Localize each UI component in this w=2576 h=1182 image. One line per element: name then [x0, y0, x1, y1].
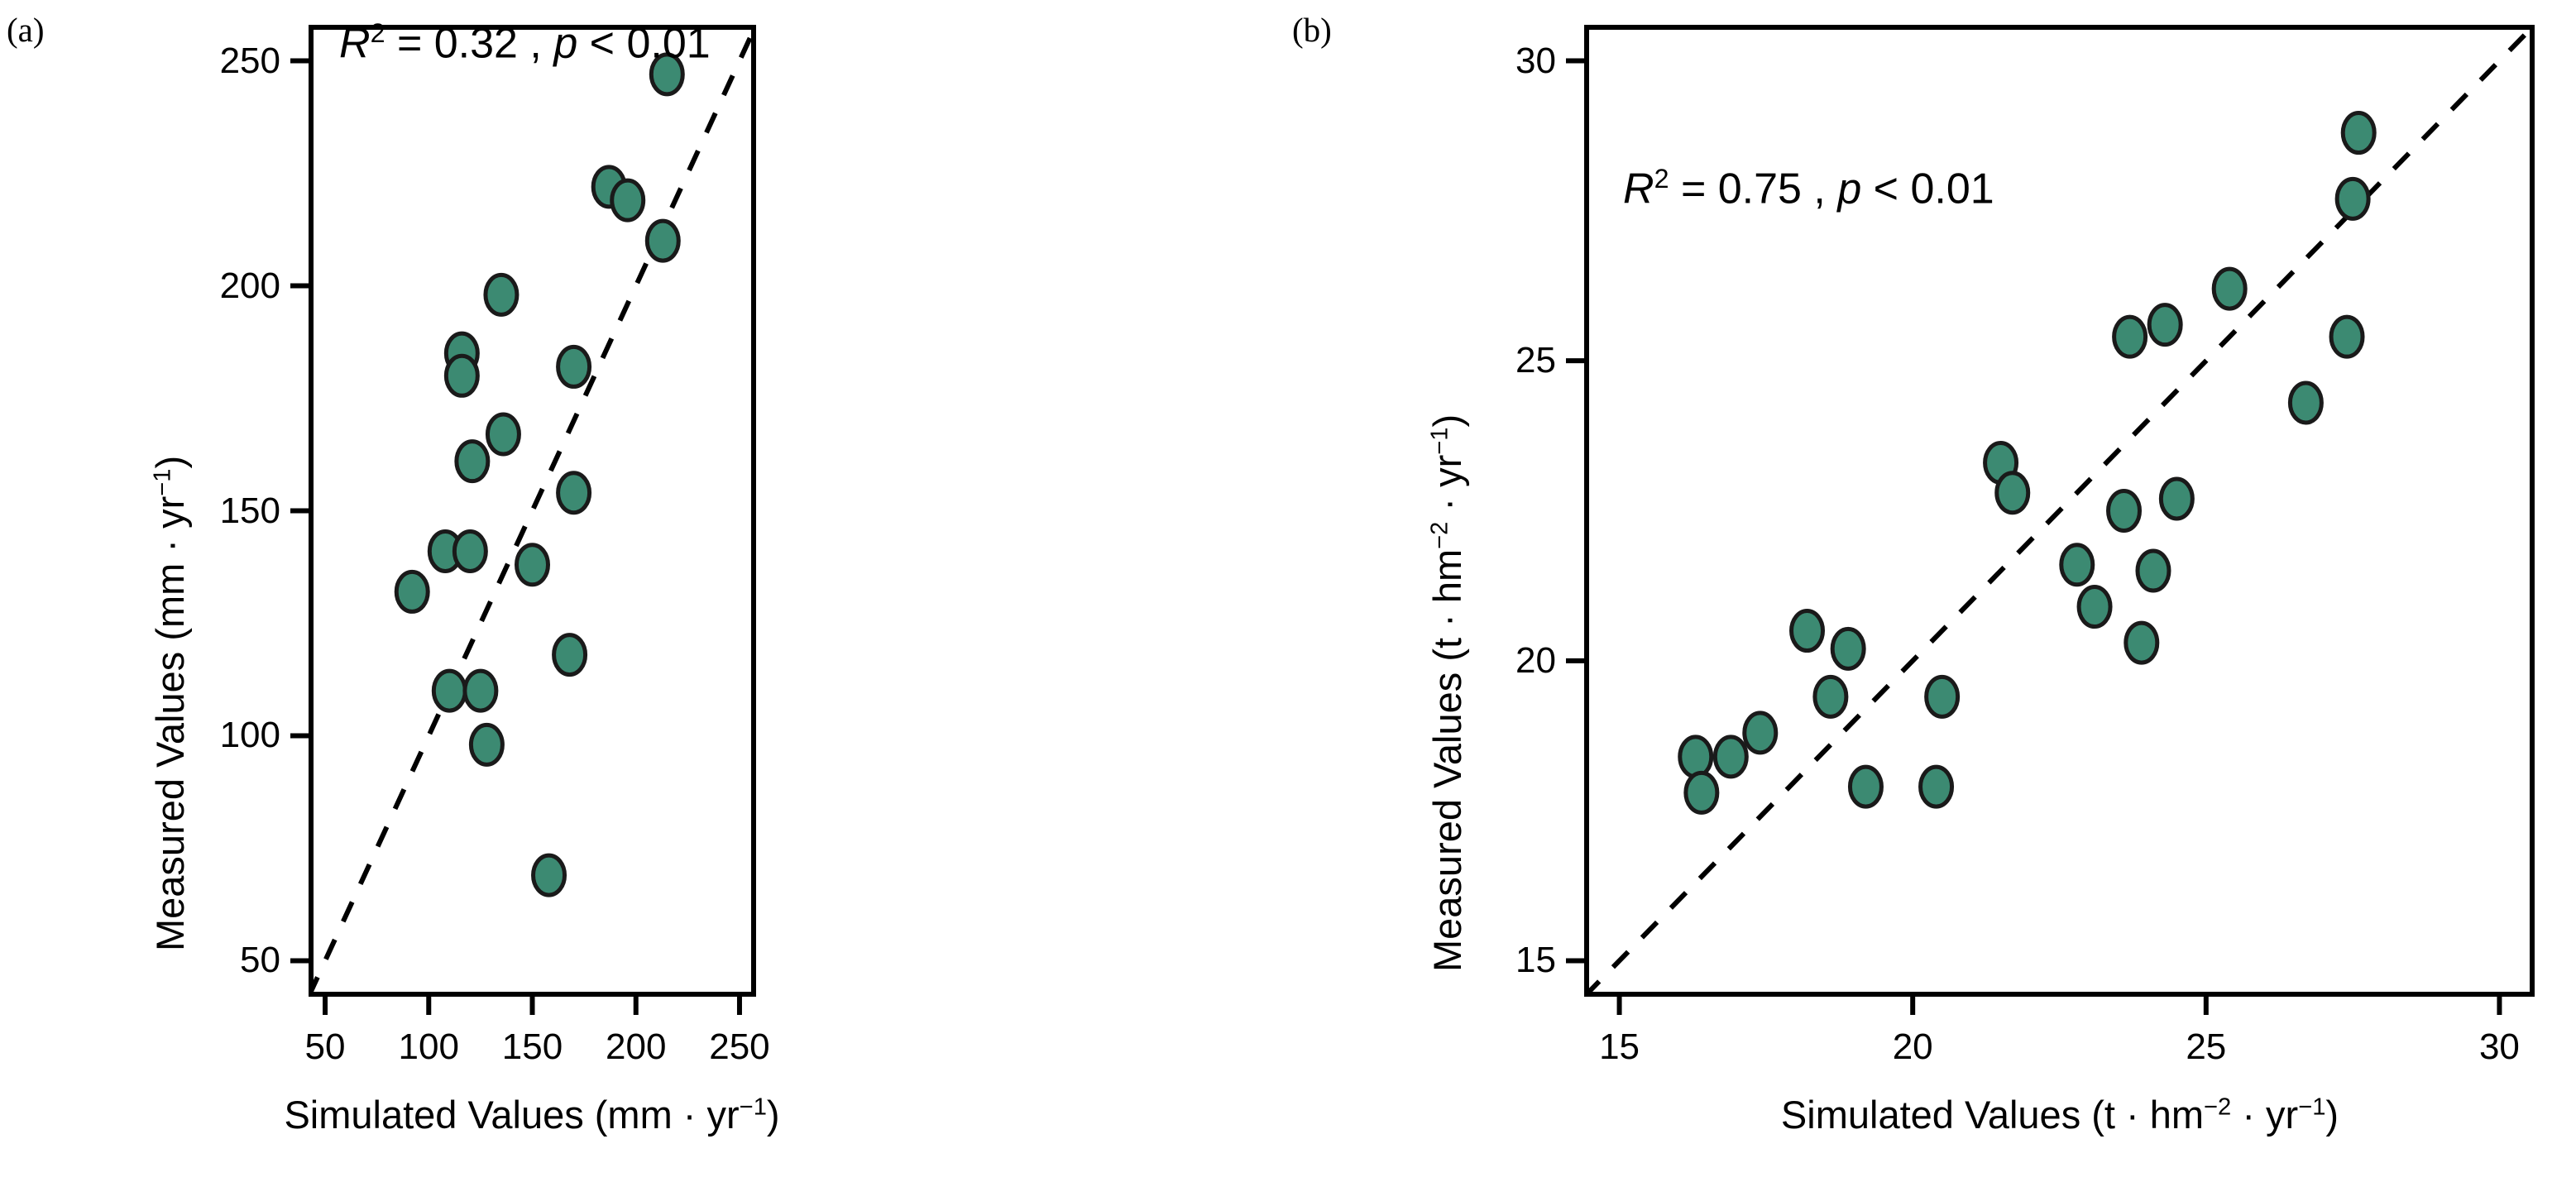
- scatter-point: [2340, 111, 2377, 156]
- scatter-point: [2211, 266, 2248, 311]
- scatter-point: [462, 668, 499, 713]
- scatter-point: [2334, 176, 2371, 221]
- scatter-point: [2124, 620, 2160, 665]
- y-tick-label: 150: [219, 490, 280, 531]
- panel-a-stats-annotation: R2 = 0.32 , p < 0.01: [339, 18, 711, 68]
- x-tick-label: 250: [709, 1026, 770, 1067]
- scatter-point: [2147, 303, 2183, 347]
- scatter-point: [468, 722, 505, 767]
- x-tick-label: 200: [606, 1026, 667, 1067]
- y-tick-label: 25: [1515, 340, 1556, 381]
- panel-b-y-axis-title: Measured Values (t · hm−2 · yr−1): [1425, 414, 1469, 972]
- panel-b: (b): [1290, 0, 2576, 1182]
- scatter-point: [2287, 380, 2324, 425]
- x-tick-label: 30: [2478, 1026, 2520, 1067]
- x-tick-label: 150: [501, 1026, 563, 1067]
- y-tick-label: 100: [219, 715, 280, 756]
- scatter-point: [443, 353, 480, 398]
- scatter-point: [1789, 609, 1826, 653]
- scatter-point: [2158, 476, 2195, 521]
- scatter-point: [556, 471, 592, 515]
- scatter-point: [483, 272, 520, 317]
- y-tick-label: 50: [240, 940, 280, 981]
- panel-a-letter: (a): [7, 11, 45, 49]
- scatter-point: [1742, 711, 1779, 755]
- scatter-point: [454, 439, 491, 484]
- x-tick-label: 100: [398, 1026, 459, 1067]
- y-tick-label: 30: [1515, 40, 1556, 81]
- panel-b-letter: (b): [1292, 11, 1332, 49]
- panel-b-stats-annotation: R2 = 0.75 , p < 0.01: [1623, 164, 1994, 213]
- scatter-point: [515, 543, 550, 587]
- y-tick-label: 15: [1515, 940, 1556, 981]
- y-tick-label: 250: [219, 40, 280, 81]
- x-tick-label: 20: [1892, 1026, 1933, 1067]
- scatter-point: [1924, 674, 1961, 719]
- scatter-point: [2106, 489, 2143, 533]
- scatter-point: [2135, 548, 2171, 593]
- scatter-point: [2329, 314, 2365, 359]
- one-to-one-reference-line: [309, 25, 756, 997]
- one-to-one-reference-line: [1584, 25, 2535, 997]
- panel-a-x-axis-title: Simulated Values (mm · yr−1): [284, 1093, 780, 1137]
- scatter-point: [1994, 471, 2031, 515]
- scatter-point: [1812, 674, 1849, 719]
- scatter-point: [1678, 735, 1714, 779]
- x-tick-label: 15: [1599, 1026, 1640, 1067]
- scatter-point: [610, 178, 646, 223]
- y-tick-label: 200: [219, 265, 280, 306]
- x-tick-label: 25: [2186, 1026, 2227, 1067]
- scatter-point: [2112, 314, 2148, 359]
- scatter-point: [1830, 626, 1866, 671]
- panel-b-x-axis-title: Simulated Values (t · hm−2 · yr−1): [1780, 1093, 2339, 1137]
- x-tick-label: 50: [304, 1026, 346, 1067]
- scatter-point: [394, 569, 430, 614]
- scatter-point: [531, 853, 567, 897]
- scatter-point: [552, 633, 588, 677]
- scatter-point: [1918, 764, 1955, 809]
- scatter-point: [649, 52, 685, 97]
- scatter-point: [485, 412, 521, 457]
- scatter-point: [452, 529, 488, 573]
- y-tick-label: 20: [1515, 639, 1556, 681]
- panel-a: (a) R2 = 0.32 , p < 0.01 50 100 150 200 250 …: [7, 11, 780, 1137]
- scatter-point: [1683, 770, 1720, 815]
- scatter-point: [1847, 764, 1884, 809]
- scatter-point: [1712, 735, 1749, 779]
- scatter-point: [2076, 585, 2113, 629]
- scatter-point: [556, 344, 592, 389]
- scatter-point: [644, 218, 681, 263]
- scatter-point: [2059, 543, 2095, 587]
